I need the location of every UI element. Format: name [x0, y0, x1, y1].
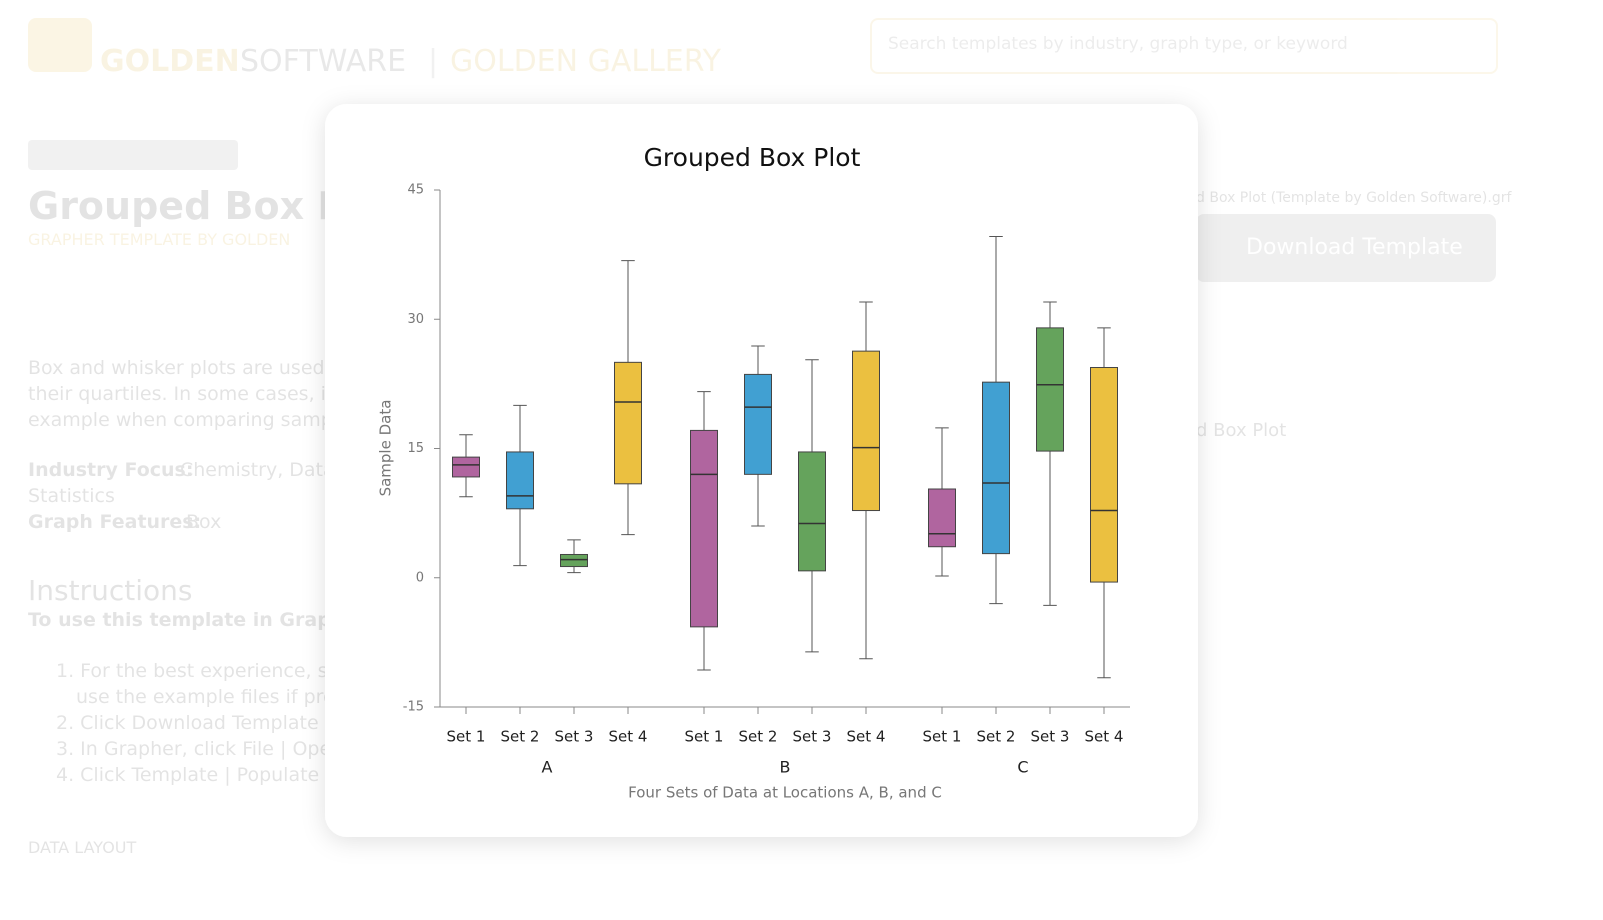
template-subtitle: GRAPHER TEMPLATE BY GOLDEN [28, 230, 291, 249]
whisker-high [805, 359, 819, 452]
whisker-low [989, 553, 1003, 605]
x-tick-label: Set 1 [447, 728, 486, 746]
x-tick-label: Set 3 [1031, 728, 1070, 746]
whisker-high [859, 301, 873, 352]
whisker-low [805, 570, 819, 653]
x-tick-label: Set 3 [555, 728, 594, 746]
download-label: Download Template [1246, 235, 1463, 260]
industry: Chemistry, Data [180, 459, 335, 481]
logo-primary: GOLDEN [100, 44, 240, 79]
x-tick-label: Set 1 [685, 728, 724, 746]
download-button[interactable] [1196, 214, 1496, 282]
box [852, 350, 880, 512]
box [506, 451, 534, 510]
whisker-high [697, 391, 711, 431]
step: 2. Click Download Template at [56, 712, 344, 734]
x-tick-label: Set 4 [609, 728, 648, 746]
whisker-low [459, 476, 473, 498]
whisker-high [1097, 327, 1111, 368]
box [982, 381, 1010, 555]
search-box[interactable] [870, 18, 1498, 74]
description-line: Box and whisker plots are used to [28, 357, 350, 379]
box [1036, 327, 1064, 452]
box [614, 361, 642, 485]
group-label: B [780, 758, 791, 777]
whisker-high [1043, 301, 1057, 328]
y-axis-label: Sample Data [377, 400, 395, 497]
whisker-high [989, 236, 1003, 383]
whisker-low [1043, 451, 1057, 606]
box [690, 429, 718, 628]
y-tick-label: 15 [407, 441, 424, 456]
whisker-low [1097, 582, 1111, 679]
y-tick-label: 45 [407, 183, 424, 198]
features-label: Graph Features: [28, 511, 202, 533]
box [560, 553, 588, 568]
logo-mark [28, 18, 92, 72]
whisker-low [751, 474, 765, 527]
description-line: example when comparing sampl [28, 409, 339, 431]
step: 3. In Grapher, click File | Oper [56, 738, 339, 760]
x-tick-label: Set 4 [1085, 728, 1124, 746]
gallery-name: GOLDEN GALLERY [450, 44, 722, 79]
whisker-high [751, 345, 765, 375]
whisker-high [459, 434, 473, 458]
x-tick-label: Set 2 [739, 728, 778, 746]
y-tick-label: 30 [407, 312, 424, 327]
step: 4. Click Template | Populate [56, 764, 320, 786]
box [798, 451, 826, 572]
badge [28, 140, 238, 170]
description-line: their quartiles. In some cases, it [28, 383, 334, 405]
box [452, 456, 480, 478]
instructions-title: Instructions [28, 574, 193, 607]
whisker-low [567, 566, 581, 574]
file-name: d Box Plot (Template by Golden Software)… [1196, 190, 1512, 206]
whisker-low [621, 483, 635, 536]
x-tick-label: Set 1 [923, 728, 962, 746]
y-tick-label: -15 [403, 700, 424, 715]
box [1090, 367, 1118, 583]
group-label: A [542, 758, 553, 777]
x-tick-label: Set 4 [847, 728, 886, 746]
x-tick-label: Set 3 [793, 728, 832, 746]
whisker-high [567, 539, 581, 555]
features: Box [186, 511, 222, 533]
search-placeholder: Search templates by industry, graph type… [888, 34, 1348, 54]
industry-label: Industry Focus: [28, 459, 194, 481]
logo-divider: | [428, 44, 439, 79]
box [744, 373, 772, 475]
x-axis-label: Four Sets of Data at Locations A, B, and… [628, 784, 942, 802]
whisker-high [621, 260, 635, 363]
box [928, 488, 956, 548]
whisker-low [935, 546, 949, 577]
preview-title: d Box Plot [1196, 420, 1287, 441]
instructions-intro: To use this template in Grapher [28, 609, 367, 631]
step: 1. For the best experience, st [56, 660, 335, 682]
x-tick-label: Set 2 [501, 728, 540, 746]
whisker-low [859, 510, 873, 660]
data-layout: DATA LAYOUT [28, 838, 137, 857]
chart-title: Grouped Box Plot [644, 143, 861, 172]
whisker-low [513, 508, 527, 567]
whisker-low [697, 626, 711, 671]
whisker-high [935, 427, 949, 489]
y-tick-label: 0 [416, 570, 424, 585]
industry-more: Statistics [28, 485, 115, 507]
logo-secondary: SOFTWARE [240, 44, 407, 79]
group-label: C [1017, 758, 1028, 777]
step: use the example files if prov [76, 686, 346, 708]
whisker-high [513, 404, 527, 452]
x-tick-label: Set 2 [977, 728, 1016, 746]
